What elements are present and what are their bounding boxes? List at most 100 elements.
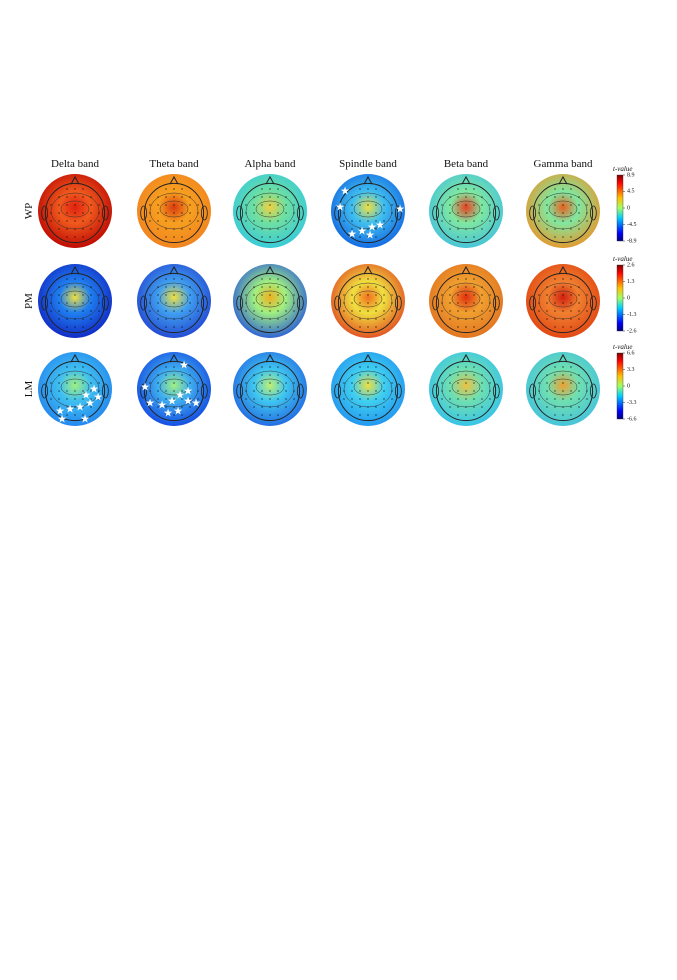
electrode	[538, 294, 540, 296]
electrode	[359, 228, 361, 230]
electrode	[546, 228, 548, 230]
electrode	[82, 374, 84, 376]
electrode	[391, 302, 393, 304]
electrode	[489, 398, 491, 400]
topomap	[233, 352, 307, 426]
electrode	[481, 228, 483, 230]
electrode	[562, 390, 564, 392]
electrode	[269, 278, 271, 280]
electrode	[181, 374, 183, 376]
electrode	[277, 204, 279, 206]
electrode	[181, 302, 183, 304]
electrode	[343, 204, 345, 206]
electrode	[245, 212, 247, 214]
electrode	[277, 390, 279, 392]
topomap	[526, 352, 600, 426]
contour	[60, 200, 90, 218]
ear	[101, 383, 109, 399]
electrode	[165, 286, 167, 288]
electrode	[359, 302, 361, 304]
electrode	[457, 204, 459, 206]
electrode	[90, 196, 92, 198]
electrode	[578, 220, 580, 222]
contour	[353, 200, 383, 218]
electrode	[343, 390, 345, 392]
nose	[461, 175, 471, 185]
head-outline	[532, 272, 594, 334]
electrode	[367, 414, 369, 416]
electrode	[359, 318, 361, 320]
electrode	[554, 318, 556, 320]
electrode	[285, 318, 287, 320]
electrode	[173, 228, 175, 230]
electrode	[173, 406, 175, 408]
electrode	[74, 310, 76, 312]
contour	[255, 290, 285, 308]
significance-star: ★	[145, 398, 155, 410]
electrode	[165, 398, 167, 400]
electrode	[253, 212, 255, 214]
electrode	[181, 212, 183, 214]
electrode	[359, 326, 361, 328]
electrode	[570, 228, 572, 230]
electrode	[457, 188, 459, 190]
electrode	[74, 302, 76, 304]
ear	[334, 295, 342, 311]
electrode	[285, 390, 287, 392]
topomap	[429, 264, 503, 338]
electrode	[173, 366, 175, 368]
electrode	[90, 302, 92, 304]
electrode	[538, 212, 540, 214]
electrode	[367, 302, 369, 304]
significance-star: ★	[179, 360, 189, 372]
topomap	[137, 352, 211, 426]
electrode	[90, 398, 92, 400]
electrode	[473, 228, 475, 230]
electrode	[375, 204, 377, 206]
electrode	[367, 366, 369, 368]
electrode	[449, 318, 451, 320]
colorbar-title: t-value	[613, 255, 632, 263]
electrode	[50, 302, 52, 304]
electrode	[165, 204, 167, 206]
electrode	[562, 286, 564, 288]
electrode	[149, 382, 151, 384]
electrode	[149, 390, 151, 392]
electrode	[457, 294, 459, 296]
contour	[255, 200, 285, 218]
electrode	[367, 406, 369, 408]
colorbar	[616, 264, 624, 332]
electrode	[562, 326, 564, 328]
electrode	[293, 382, 295, 384]
electrode	[473, 382, 475, 384]
electrode	[197, 220, 199, 222]
electrode	[261, 220, 263, 222]
row-label: PM	[23, 293, 35, 309]
electrode	[173, 398, 175, 400]
topomap	[526, 174, 600, 248]
electrode	[375, 196, 377, 198]
electrode	[383, 382, 385, 384]
electrode	[359, 236, 361, 238]
contour	[60, 290, 90, 308]
electrode	[578, 302, 580, 304]
electrode	[269, 294, 271, 296]
topomap	[38, 174, 112, 248]
electrode	[457, 236, 459, 238]
electrode	[293, 390, 295, 392]
electrode	[441, 398, 443, 400]
electrode	[261, 294, 263, 296]
electrode	[157, 228, 159, 230]
electrode	[367, 294, 369, 296]
topomap	[38, 352, 112, 426]
electrode	[181, 188, 183, 190]
nose	[70, 175, 80, 185]
electrode	[98, 382, 100, 384]
electrode	[261, 212, 263, 214]
electrode	[269, 204, 271, 206]
electrode	[173, 326, 175, 328]
electrode	[253, 374, 255, 376]
ear	[529, 295, 537, 311]
electrode	[165, 366, 167, 368]
electrode	[546, 310, 548, 312]
